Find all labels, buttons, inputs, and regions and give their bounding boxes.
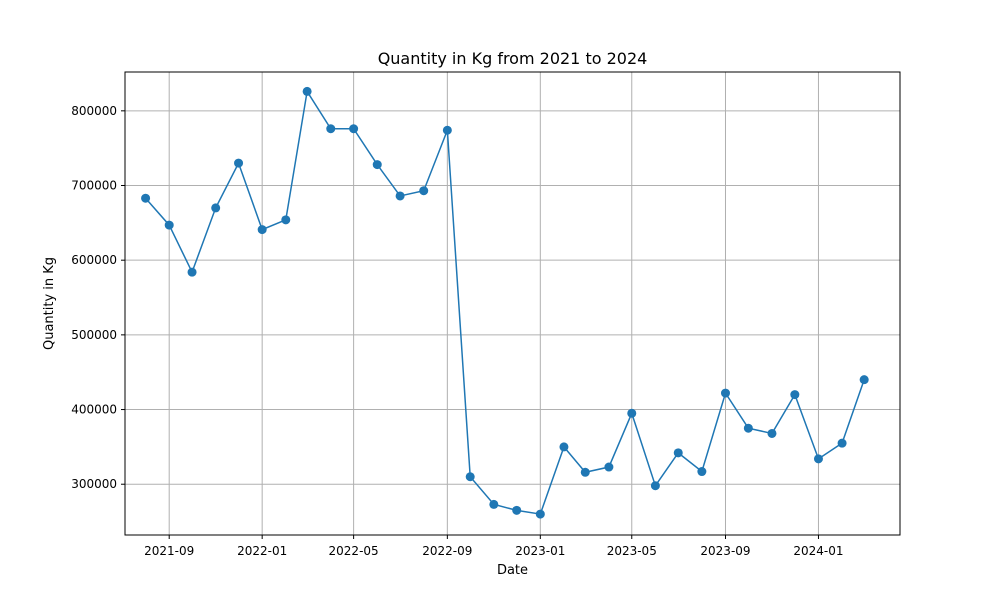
y-tick-label: 500000 — [71, 328, 117, 342]
x-axis-ticks: 2021-09 2022-01 2022-05 2022-09 2023-01 2023-… — [144, 535, 844, 558]
data-point — [673, 448, 683, 458]
x-tick-label: 2024-01 — [793, 544, 843, 558]
data-point — [512, 505, 522, 515]
data-point — [650, 481, 660, 491]
data-point — [813, 454, 823, 464]
data-point — [604, 462, 614, 472]
data-point — [559, 442, 569, 452]
data-point — [627, 408, 637, 418]
x-tick-label: 2022-09 — [422, 544, 472, 558]
data-point — [234, 158, 244, 168]
data-point — [187, 267, 197, 277]
data-point — [743, 423, 753, 433]
data-point — [326, 124, 336, 134]
y-tick-label: 800000 — [71, 104, 117, 118]
y-tick-label: 700000 — [71, 179, 117, 193]
data-point — [257, 225, 267, 235]
data-point — [837, 438, 847, 448]
data-point — [535, 509, 545, 519]
data-point — [859, 375, 869, 385]
plot-frame — [124, 71, 901, 536]
data-point — [349, 124, 359, 134]
x-tick-label: 2022-05 — [329, 544, 379, 558]
data-point — [442, 125, 452, 135]
data-point — [465, 472, 475, 482]
data-point — [395, 191, 405, 201]
data-point — [372, 160, 382, 170]
x-tick-label: 2023-05 — [607, 544, 657, 558]
data-point — [281, 215, 291, 225]
x-tick-label: 2023-09 — [700, 544, 750, 558]
x-tick-label: 2021-09 — [144, 544, 194, 558]
series-markers — [141, 86, 869, 519]
y-axis-label: Quantity in Kg — [42, 257, 57, 350]
data-point — [164, 220, 174, 230]
x-tick-label: 2023-01 — [515, 544, 565, 558]
data-point — [302, 86, 312, 96]
x-axis-label: Date — [497, 563, 528, 578]
data-point — [697, 467, 707, 477]
y-axis-ticks: 300000 400000 500000 600000 700000 800000 — [71, 104, 125, 491]
data-point — [141, 193, 151, 203]
data-point — [790, 390, 800, 400]
data-point — [720, 388, 730, 398]
data-point — [767, 428, 777, 438]
data-point — [580, 467, 590, 477]
y-tick-label: 600000 — [71, 253, 117, 267]
y-tick-label: 400000 — [71, 403, 117, 417]
data-point — [419, 186, 429, 196]
chart-title: Quantity in Kg from 2021 to 2024 — [378, 49, 648, 68]
y-tick-label: 300000 — [71, 477, 117, 491]
x-tick-label: 2022-01 — [237, 544, 287, 558]
data-point — [489, 499, 499, 509]
data-point — [211, 203, 221, 213]
